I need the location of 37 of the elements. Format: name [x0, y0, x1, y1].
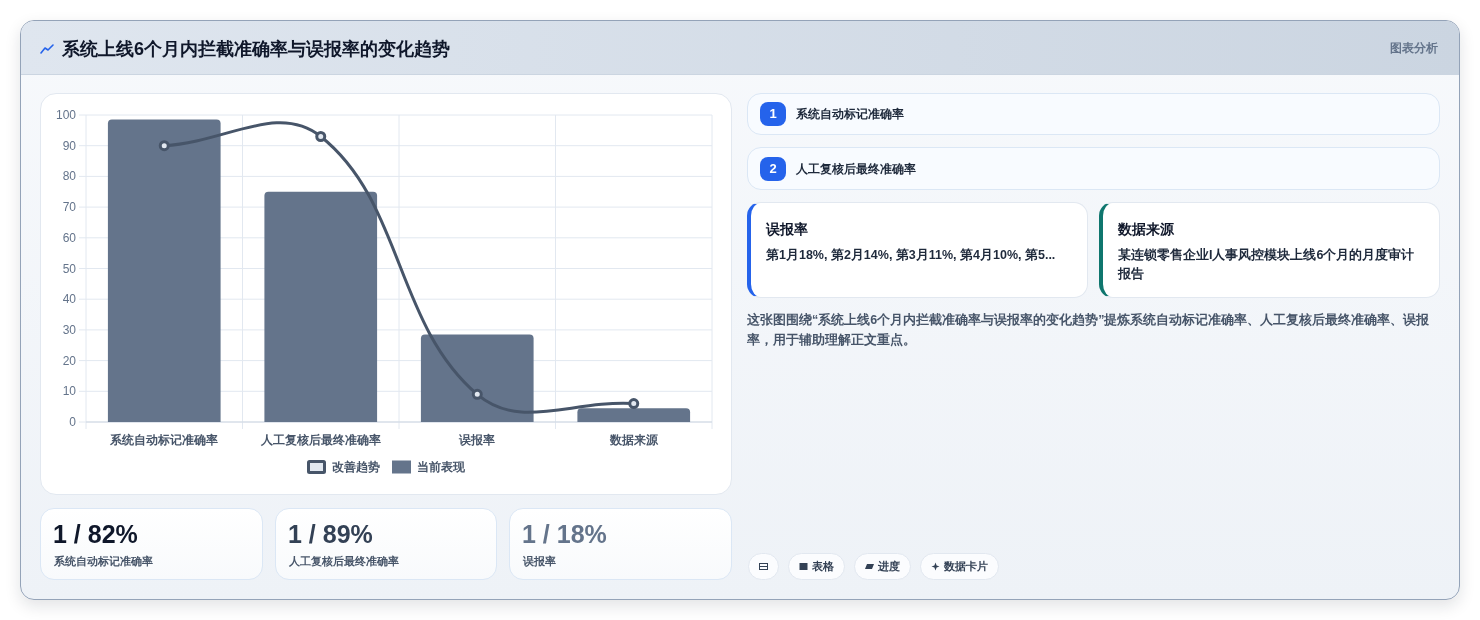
y-tick-label: 70 — [62, 200, 77, 215]
legend-label: 改善趋势 — [332, 460, 380, 474]
text: 误报率 — [766, 220, 808, 239]
y-tick-label: 100 — [55, 108, 77, 122]
text: 第1月18%, 第2月14%, 第3月11%, 第4月10%, 第5... — [766, 247, 1057, 264]
text: 人工复核后最终准确率 — [796, 160, 916, 178]
text: 图表分析 — [1389, 40, 1438, 57]
x-tick-label: 人工复核后最终准确率 — [259, 433, 381, 447]
x-tick-label: 系统自动标记准确率 — [109, 433, 219, 447]
x-tick-label: 误报率 — [458, 433, 496, 447]
text: 1 / 18% — [522, 519, 607, 549]
text: 人工复核后最终准确率 — [289, 554, 399, 569]
text: 1 / 89% — [288, 519, 373, 549]
text: 2 — [769, 160, 777, 176]
text: 表格 — [812, 559, 834, 574]
text: 数据来源 — [1118, 220, 1174, 239]
chart-title: 系统上线6个月内拦截准确率与误报率的变化趋势 — [62, 38, 451, 61]
y-tick-label: 30 — [62, 322, 77, 337]
text: 系统自动标记准确率 — [796, 106, 904, 123]
y-tick-label: 80 — [62, 169, 77, 184]
text: 某连锁零售企业I人事风控模块上线6个月的月度审计报告 — [1118, 246, 1416, 283]
y-tick-label: 20 — [62, 353, 77, 368]
text: 这张图围绕“系统上线6个月内拦截准确率与误报率的变化趋势”提炼系统自动标记准确率、人工复核后最终准确率、误报率，用于辅助理解正文重点。 — [747, 312, 1431, 349]
y-tick-label: 10 — [62, 384, 77, 399]
x-tick-label: 数据来源 — [608, 433, 659, 447]
text: 1 — [769, 106, 777, 121]
text: 误报率 — [523, 554, 556, 569]
text: 进度 — [878, 559, 900, 574]
y-tick-label: 90 — [62, 138, 77, 153]
y-tick-label: 50 — [62, 261, 77, 276]
legend-label: 当前表现 — [417, 460, 466, 474]
text: 系统自动标记准确率 — [54, 554, 153, 569]
y-tick-label: 60 — [62, 230, 77, 245]
y-tick-label: 40 — [62, 292, 77, 307]
text: 1 / 82% — [53, 519, 138, 549]
text: 数据卡片 — [944, 559, 988, 574]
y-tick-label: 0 — [69, 415, 77, 429]
